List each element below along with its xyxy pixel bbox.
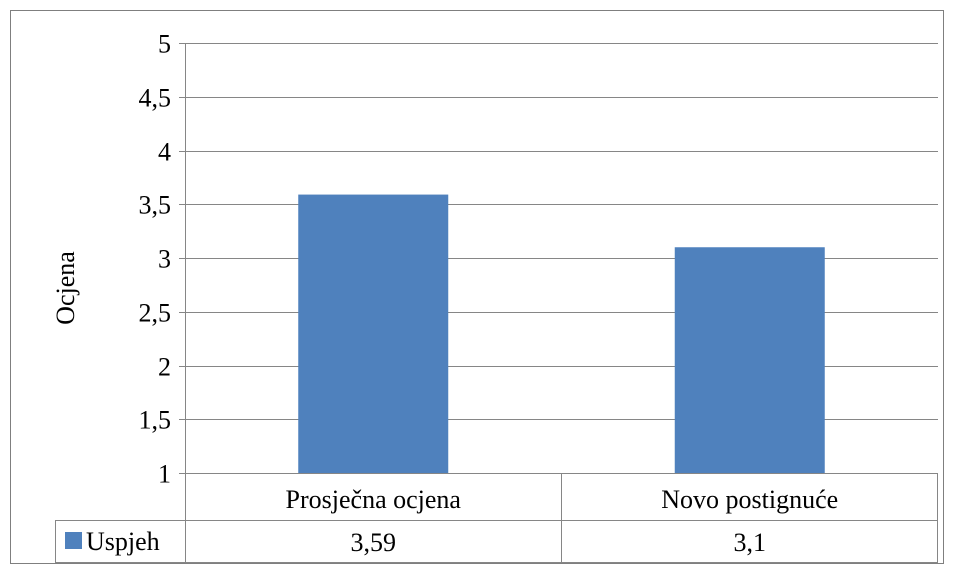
legend-label: Uspjeh — [86, 527, 160, 556]
data-table: Prosječna ocjena Novo postignuće Uspjeh 3,5… — [55, 473, 938, 563]
y-tick-label: 2,5 — [139, 299, 172, 328]
y-tick-label: 4 — [158, 138, 171, 167]
y-tick-label: 2 — [158, 353, 171, 382]
x-tick-label: Novo postignuće — [661, 485, 838, 514]
data-table-value: 3,59 — [351, 528, 397, 557]
y-tick-label: 1 — [158, 460, 171, 489]
y-tick-label: 1,5 — [139, 406, 172, 435]
y-tick-label: 4,5 — [139, 84, 172, 113]
y-tick-label: 3,5 — [139, 191, 172, 220]
y-axis-title: Ocjena — [51, 251, 80, 325]
axes: 1 1,5 2 2,5 3 3,5 4 4,5 5 — [139, 30, 186, 563]
bar — [674, 247, 825, 473]
y-tick-label: 5 — [158, 30, 171, 59]
y-tick-label: 3 — [158, 245, 171, 274]
x-tick-label: Prosječna ocjena — [286, 485, 462, 514]
data-table-value: 3,1 — [734, 528, 767, 557]
bars — [298, 194, 825, 473]
legend-swatch — [65, 532, 82, 549]
bar — [298, 194, 449, 473]
